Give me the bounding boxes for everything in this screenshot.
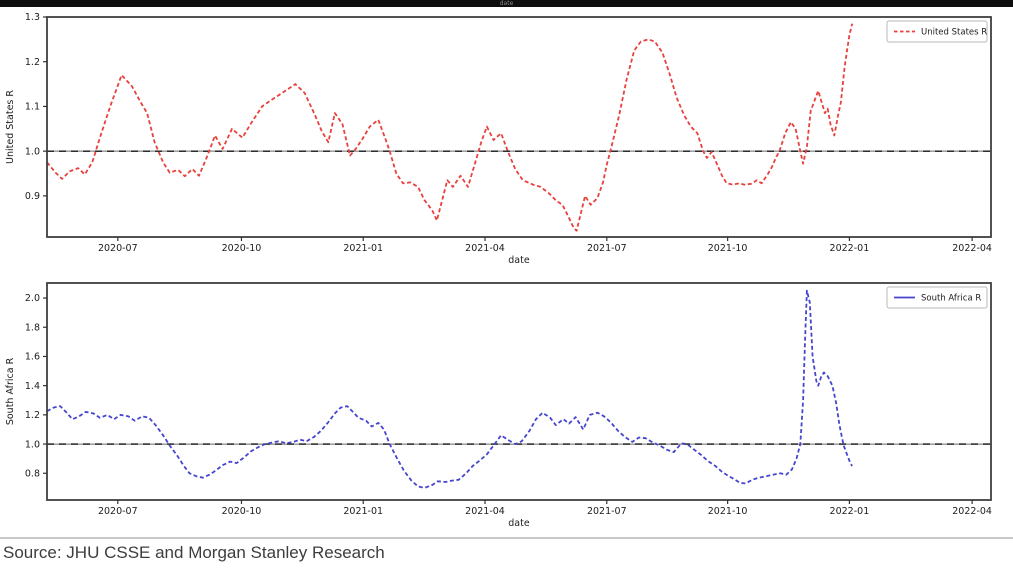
x-tick-label: 2022-01 xyxy=(830,506,870,517)
legend-box xyxy=(886,20,988,43)
legend-label: South Africa R xyxy=(921,294,981,304)
x-tick-label: 2020-07 xyxy=(98,243,138,254)
x-tick-label: 2021-04 xyxy=(465,506,505,517)
plot-border xyxy=(46,282,992,501)
footer-divider xyxy=(0,537,1013,539)
y-axis-label: South Africa R xyxy=(5,357,16,425)
x-tick-label: 2021-04 xyxy=(465,243,505,254)
x-tick-label: 2021-10 xyxy=(708,506,748,517)
x-tick-label: 2022-04 xyxy=(952,506,992,517)
y-tick-label: 1.1 xyxy=(25,102,40,113)
united-states-r-chart: 0.9 1.0 1.1 1.2 1.3 2020-07 2020-10 2021-01 2021… xyxy=(0,8,1013,274)
x-tick-label: 2020-07 xyxy=(98,506,138,517)
y-tick-label: 1.6 xyxy=(25,352,40,363)
y-tick-label: 1.8 xyxy=(25,322,40,333)
x-tick-label: 2021-01 xyxy=(343,243,383,254)
us-plot: 0.9 1.0 1.1 1.2 1.3 2020-07 2020-10 2021-01 2021… xyxy=(5,12,992,266)
x-tick-label: 2021-01 xyxy=(343,506,383,517)
y-tick-label: 1.0 xyxy=(25,146,40,157)
x-tick-label: 2022-04 xyxy=(952,243,992,254)
y-tick-label: 0.9 xyxy=(25,191,40,202)
sa-plot: 0.8 1.0 1.2 1.4 1.6 1.8 2.0 2020-07 2020-10 2021-… xyxy=(5,282,992,529)
cropped-chart-strip: date xyxy=(0,0,1013,7)
x-tick-label: 2022-01 xyxy=(830,243,870,254)
x-axis-label: date xyxy=(508,255,530,266)
plot-border xyxy=(46,16,992,238)
x-tick-label: 2020-10 xyxy=(222,243,262,254)
us-series-line xyxy=(46,23,854,232)
legend-label: United States R xyxy=(921,28,987,38)
y-tick-label: 0.8 xyxy=(25,468,40,479)
x-tick-label: 2021-07 xyxy=(587,243,627,254)
y-tick-label: 1.3 xyxy=(25,12,40,23)
x-axis-label: date xyxy=(508,518,530,529)
x-tick-label: 2021-07 xyxy=(587,506,627,517)
y-tick-label: 2.0 xyxy=(25,293,40,304)
x-tick-label: 2020-10 xyxy=(222,506,262,517)
x-tick-label: 2021-10 xyxy=(708,243,748,254)
cropped-axis-label: date xyxy=(499,0,514,7)
source-text: Source: JHU CSSE and Morgan Stanley Rese… xyxy=(3,543,385,562)
south-africa-r-chart: 0.8 1.0 1.2 1.4 1.6 1.8 2.0 2020-07 2020-10 2021-… xyxy=(0,270,1013,540)
y-tick-label: 1.2 xyxy=(25,57,40,68)
y-tick-label: 1.0 xyxy=(25,439,40,450)
y-axis-label: United States R xyxy=(5,90,16,164)
sa-series-line xyxy=(46,289,853,489)
y-tick-label: 1.4 xyxy=(25,381,40,392)
legend-box xyxy=(886,286,988,309)
y-tick-label: 1.2 xyxy=(25,410,40,421)
